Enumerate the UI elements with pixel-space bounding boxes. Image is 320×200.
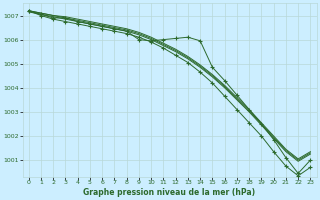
X-axis label: Graphe pression niveau de la mer (hPa): Graphe pression niveau de la mer (hPa) — [84, 188, 256, 197]
